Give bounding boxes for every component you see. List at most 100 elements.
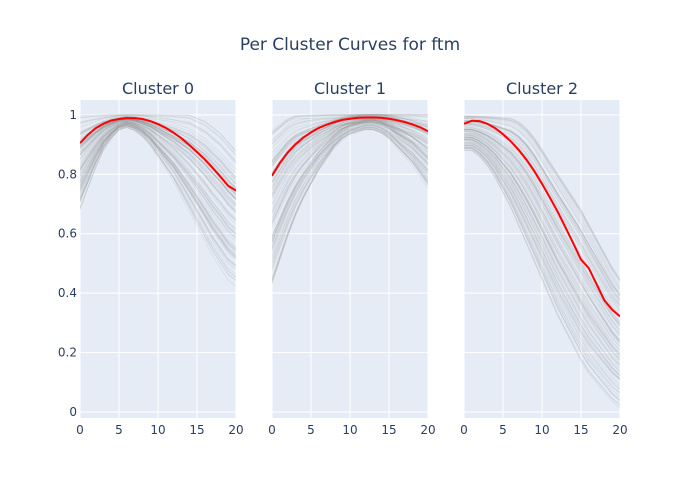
x-tick-label: 0 <box>76 423 84 437</box>
member-curve <box>272 114 428 134</box>
member-curve <box>80 126 236 278</box>
member-curve <box>80 124 236 268</box>
member-curve <box>80 120 236 212</box>
member-curve <box>464 136 620 361</box>
member-curve <box>464 135 620 347</box>
member-curve <box>464 134 620 348</box>
member-curve <box>80 123 236 236</box>
member-curve <box>464 129 620 326</box>
member-curve <box>464 144 620 385</box>
member-curve <box>272 122 428 284</box>
member-curve <box>464 130 620 330</box>
member-curve <box>80 119 236 201</box>
member-curve <box>80 117 236 200</box>
member-curve <box>272 114 428 173</box>
member-curve <box>80 121 236 213</box>
member-curve <box>80 125 236 281</box>
member-curve <box>80 123 236 258</box>
member-curve <box>272 114 428 164</box>
member-curve <box>272 119 428 162</box>
member-curve <box>272 116 428 154</box>
member-curve <box>464 147 620 402</box>
member-curve <box>80 115 236 174</box>
member-curve <box>272 119 428 168</box>
member-curve <box>464 137 620 354</box>
member-curve <box>80 125 236 267</box>
member-curve <box>80 123 236 251</box>
member-curve <box>464 149 620 408</box>
member-curve <box>272 121 428 182</box>
member-curve <box>80 118 236 200</box>
member-curve <box>80 119 236 219</box>
member-curve <box>80 122 236 252</box>
member-curve <box>464 136 620 351</box>
member-curve <box>272 120 428 213</box>
member-curve <box>272 120 428 281</box>
member-curve <box>464 130 620 344</box>
member-curve <box>464 118 620 294</box>
member-curve <box>80 116 236 190</box>
member-curve <box>80 118 236 205</box>
member-curve <box>464 139 620 373</box>
x-tick-label: 20 <box>420 423 435 437</box>
member-curve <box>272 119 428 243</box>
member-curve <box>80 119 236 220</box>
member-curve <box>272 121 428 224</box>
member-curve <box>464 128 620 331</box>
member-curve <box>464 143 620 380</box>
member-curve <box>272 124 428 228</box>
member-curve <box>80 125 236 252</box>
y-tick-label: 1 <box>69 108 77 122</box>
member-curve <box>272 128 428 264</box>
member-curve <box>272 118 428 183</box>
member-curve <box>80 118 236 207</box>
member-curve <box>80 118 236 208</box>
member-curve <box>80 116 236 165</box>
member-curve <box>464 134 620 355</box>
member-curve <box>80 123 236 250</box>
member-curve <box>272 121 428 167</box>
member-curve <box>272 115 428 132</box>
member-curve <box>80 123 236 258</box>
member-curve <box>464 140 620 376</box>
member-curve <box>464 138 620 364</box>
panel-title: Cluster 0 <box>122 79 194 98</box>
member-curve <box>464 144 620 380</box>
member-curve <box>464 136 620 356</box>
member-curve <box>272 119 428 240</box>
member-curve <box>464 147 620 390</box>
member-curve <box>80 117 236 200</box>
member-curve <box>80 122 236 256</box>
member-curve <box>464 134 620 344</box>
member-curve <box>272 124 428 249</box>
member-curve <box>272 114 428 166</box>
x-tick-label: 0 <box>460 423 468 437</box>
member-curve <box>272 128 428 264</box>
member-curve <box>80 123 236 256</box>
member-curve <box>80 121 236 242</box>
panel-2: Cluster 2 0 5 10 15 20 <box>460 79 627 437</box>
x-tick-label: 5 <box>499 423 507 437</box>
panel-0: Cluster 0 0 5 10 15 20 0 0.2 0.4 0.6 0.8 1 <box>58 79 244 437</box>
member-curve <box>272 119 428 272</box>
member-curve <box>272 122 428 243</box>
member-curve <box>272 125 428 218</box>
panel-title: Cluster 1 <box>314 79 386 98</box>
member-curve <box>80 121 236 249</box>
x-tick-label: 5 <box>307 423 315 437</box>
member-curve <box>272 127 428 237</box>
y-tick-label: 0.6 <box>58 227 77 241</box>
member-curve <box>272 123 428 283</box>
panel-1: Cluster 1 0 5 10 15 20 <box>268 79 435 437</box>
member-curve <box>272 114 428 157</box>
member-curve <box>464 129 620 338</box>
member-curve <box>464 144 620 391</box>
member-curve <box>80 122 236 236</box>
member-curve <box>80 114 236 152</box>
member-curve <box>80 123 236 251</box>
member-curve <box>272 129 428 280</box>
member-curve <box>272 117 428 187</box>
member-curve <box>272 119 428 205</box>
member-curve <box>272 118 428 163</box>
